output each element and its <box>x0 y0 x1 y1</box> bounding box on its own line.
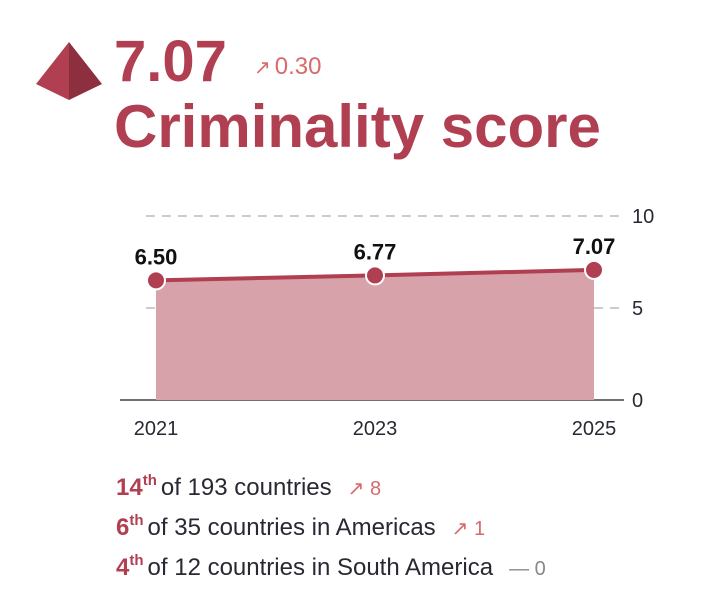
pyramid-icon <box>36 42 102 100</box>
rank-description: of 35 countries in Americas <box>147 514 436 541</box>
rank-number: 6th <box>116 512 144 541</box>
rank-change-value: 8 <box>369 478 382 500</box>
trend-up-icon: ↗ <box>347 478 365 500</box>
trend-up-icon: ↗ <box>254 57 271 79</box>
data-point <box>146 270 166 291</box>
y-tick-label: 5 <box>632 298 643 320</box>
rank-change: ↗ 1 <box>452 518 485 540</box>
x-tick-label: 2023 <box>353 418 398 440</box>
rank-row: 14th of 193 countries ↗ 8 <box>116 470 696 510</box>
data-point <box>584 259 604 280</box>
rank-description: of 12 countries in South America <box>147 554 494 581</box>
data-point <box>365 265 385 286</box>
rank-description: of 193 countries <box>160 474 332 501</box>
area-fill <box>156 269 594 400</box>
rank-change-value: 0 <box>534 558 546 580</box>
y-tick-label: 10 <box>632 206 654 228</box>
score-change-value: 0.30 <box>274 53 322 80</box>
criminality-chart: 0 5 10 6.50 2021 6.77 2023 7.07 2025 <box>120 206 654 440</box>
trend-up-icon: ↗ <box>451 518 469 540</box>
rank-suffix: th <box>129 552 144 569</box>
score-change: ↗ 0.30 <box>254 52 321 83</box>
rank-row: 4th of 12 countries in South America — 0 <box>116 550 696 590</box>
score-header: 7.07 ↗ 0.30 Criminality score <box>36 28 696 168</box>
trend-flat-icon: — <box>509 558 530 580</box>
rank-number: 4th <box>116 552 144 581</box>
rank-change: — 0 <box>509 558 546 580</box>
score-value: 7.07 <box>114 29 227 94</box>
rank-suffix: th <box>129 512 144 529</box>
rank-row: 6th of 35 countries in Americas ↗ 1 <box>116 510 696 550</box>
y-tick-label: 0 <box>632 390 643 412</box>
x-tick-label: 2021 <box>134 418 179 440</box>
rank-suffix: th <box>142 472 157 489</box>
data-label: 7.07 <box>573 234 616 259</box>
data-label: 6.77 <box>354 239 397 264</box>
rank-number: 14th <box>116 472 157 501</box>
data-label: 6.50 <box>135 244 178 269</box>
rank-change: ↗ 8 <box>348 478 381 500</box>
page-title: Criminality score <box>114 93 601 160</box>
x-tick-label: 2025 <box>572 418 617 440</box>
rank-list: 14th of 193 countries ↗ 8 6th of 35 countrie… <box>116 470 696 590</box>
rank-change-value: 1 <box>474 518 486 540</box>
